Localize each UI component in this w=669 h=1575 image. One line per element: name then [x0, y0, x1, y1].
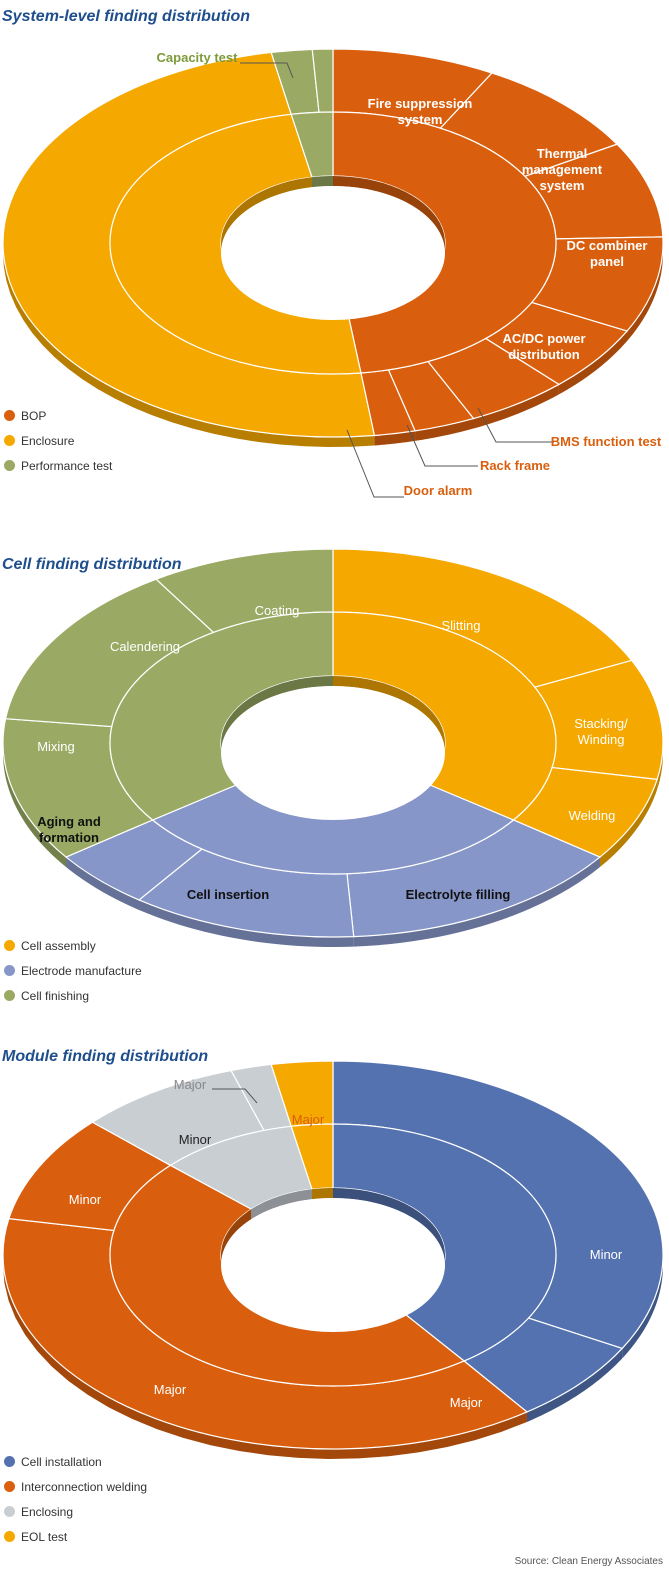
- side-wall: [66, 857, 140, 910]
- legend-item-eol-test: EOL test: [4, 1527, 147, 1552]
- legend-item-electrode-manufacture: Electrode manufacture: [4, 961, 142, 986]
- hole-wall: [333, 1188, 445, 1265]
- legend-swatch: [4, 990, 15, 1001]
- label-cell-insertion: Cell insertion: [187, 887, 269, 902]
- hole-wall: [221, 676, 333, 753]
- label-calendering: Calendering: [110, 639, 180, 654]
- label-mixing: Mixing: [37, 739, 75, 754]
- legend-swatch: [4, 1481, 15, 1492]
- side-wall: [526, 1348, 623, 1422]
- side-wall: [353, 857, 600, 947]
- module-chart-title: Module finding distribution: [2, 1048, 209, 1065]
- hole-floor: [221, 686, 445, 820]
- side-wall: [3, 743, 67, 868]
- system-chart-title: System-level finding distribution: [2, 8, 251, 25]
- legend-label: Electrode manufacture: [21, 964, 142, 978]
- legend-label: Cell finishing: [21, 989, 90, 1003]
- label-major: Major: [154, 1382, 187, 1397]
- leader-line: [212, 1088, 258, 1104]
- legend-label: EOL test: [21, 1530, 68, 1544]
- side-wall: [622, 1255, 663, 1359]
- legend-label: Cell assembly: [21, 939, 96, 953]
- module-donut-chart: Minor Major Major Minor Minor Major Major: [2, 1060, 664, 1459]
- label-electrolyte-filling: Electrolyte filling: [406, 887, 511, 902]
- side-wall: [657, 743, 663, 790]
- label-slitting: Slitting: [441, 618, 480, 633]
- legend-label: Cell installation: [21, 1455, 102, 1469]
- legend-item-cell-installation: Cell installation: [4, 1452, 147, 1477]
- legend-label: Enclosure: [21, 434, 75, 448]
- hole-wall: [312, 1188, 333, 1200]
- side-wall: [415, 418, 474, 441]
- legend-label: Enclosing: [21, 1505, 74, 1519]
- system-legend: BOP Enclosure Performance test: [4, 406, 112, 481]
- label-coating: Coating: [255, 603, 300, 618]
- legend-item-interconnection-welding: Interconnection welding: [4, 1477, 147, 1502]
- label-thermal-management-system: Thermal management system: [522, 146, 603, 193]
- legend-label: Interconnection welding: [21, 1480, 148, 1494]
- leader-line: [477, 407, 554, 443]
- source-note: Source: Clean Energy Associates: [514, 1556, 663, 1567]
- legend-swatch: [4, 460, 15, 471]
- label-minor: Minor: [590, 1247, 623, 1262]
- label-major: Major: [450, 1395, 483, 1410]
- legend-item-enclosure: Enclosure: [4, 431, 112, 456]
- legend-swatch: [4, 1506, 15, 1517]
- hole-floor: [221, 1198, 445, 1332]
- cell-donut-chart: Slitting Stacking/Winding Welding Electroly…: [2, 548, 664, 947]
- legend-label: Performance test: [21, 459, 113, 473]
- legend-item-cell-finishing: Cell finishing: [4, 986, 142, 1011]
- module-legend: Cell installation Interconnection weldin…: [4, 1452, 147, 1552]
- label-minor: Minor: [69, 1192, 102, 1207]
- hole-wall: [251, 1189, 313, 1220]
- leader-line: [406, 424, 478, 467]
- hole-wall: [312, 176, 333, 188]
- legend-item-performance-test: Performance test: [4, 456, 112, 481]
- legend-swatch: [4, 435, 15, 446]
- label-major: Major: [174, 1077, 207, 1092]
- side-wall: [3, 1255, 527, 1459]
- label-major: Major: [292, 1112, 325, 1127]
- leader-line: [346, 429, 404, 498]
- hole-wall: [333, 176, 445, 253]
- label-bms-function-test: BMS function test: [551, 434, 662, 449]
- hole-wall: [333, 676, 445, 753]
- label-welding: Welding: [569, 808, 616, 823]
- cell-panel: Cell finding distribution Slitting Stacki…: [0, 540, 669, 1040]
- legend-item-cell-assembly: Cell assembly: [4, 936, 142, 961]
- system-donut-chart: Fire suppression system Thermal management s…: [2, 48, 664, 498]
- hole-floor: [221, 186, 445, 320]
- system-level-panel: System-level finding distribution Fire s…: [0, 0, 669, 540]
- label-fire-suppression-system: Fire suppression system: [368, 96, 473, 127]
- leader-line: [240, 62, 294, 79]
- side-wall: [627, 243, 663, 342]
- label-minor: Minor: [179, 1132, 212, 1147]
- legend-item-bop: BOP: [4, 406, 112, 431]
- label-aging-and-formation: Aging and formation: [37, 814, 101, 845]
- legend-swatch: [4, 965, 15, 976]
- label-door-alarm: Door alarm: [404, 483, 473, 498]
- side-wall: [139, 899, 354, 947]
- legend-swatch: [4, 1456, 15, 1467]
- legend-swatch: [4, 1531, 15, 1542]
- legend-swatch: [4, 410, 15, 421]
- cell-legend: Cell assembly Electrode manufacture Cell…: [4, 936, 142, 1011]
- hole-wall: [221, 1209, 252, 1265]
- label-stacking-winding: Stacking/Winding: [574, 716, 628, 747]
- label-capacity-test: Capacity test: [157, 50, 239, 65]
- label-ac-dc-power-distribution: AC/DC power distribution: [502, 331, 585, 362]
- cell-chart-title: Cell finding distribution: [2, 556, 182, 573]
- label-dc-combiner-panel: DC combiner panel: [567, 238, 648, 269]
- side-wall: [374, 430, 416, 446]
- legend-item-enclosing: Enclosing: [4, 1502, 147, 1527]
- legend-swatch: [4, 940, 15, 951]
- hole-wall: [221, 177, 313, 253]
- legend-label: BOP: [21, 409, 47, 423]
- module-panel: Module finding distribution Minor Major Ma…: [0, 1040, 669, 1575]
- label-rack-frame: Rack frame: [480, 458, 550, 473]
